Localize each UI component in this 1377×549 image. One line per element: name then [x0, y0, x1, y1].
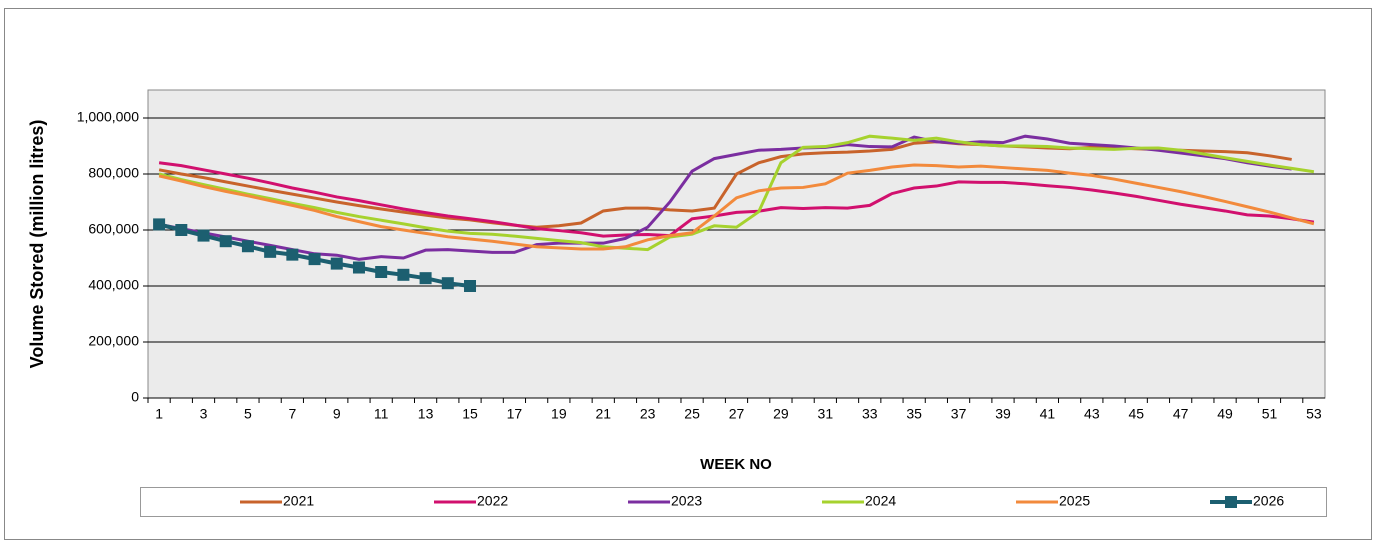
series-marker — [153, 218, 166, 231]
x-tick-label: 37 — [951, 406, 967, 422]
legend-label: 2024 — [865, 493, 896, 509]
x-tick-label: 45 — [1128, 406, 1144, 422]
x-tick-label: 15 — [462, 406, 478, 422]
x-tick-label: 23 — [640, 406, 656, 422]
series-marker — [419, 272, 432, 285]
series-marker — [197, 229, 210, 242]
y-axis-label: Volume Stored (million litres) — [27, 120, 47, 369]
x-tick-label: 27 — [729, 406, 745, 422]
x-tick-label: 47 — [1173, 406, 1189, 422]
series-marker — [441, 277, 454, 290]
series-marker — [352, 261, 365, 274]
series-line — [158, 134, 1292, 261]
y-tick-label: 400,000 — [88, 277, 139, 293]
legend-marker — [1225, 496, 1237, 508]
series-line — [158, 161, 1315, 238]
series-marker — [397, 268, 410, 281]
x-tick-label: 25 — [684, 406, 700, 422]
y-tick-label: 1,000,000 — [77, 109, 139, 125]
legend-label: 2021 — [283, 493, 314, 509]
x-tick-label: 51 — [1262, 406, 1278, 422]
series-marker — [308, 253, 321, 266]
x-tick-label: 39 — [995, 406, 1011, 422]
x-tick-label: 35 — [906, 406, 922, 422]
x-tick-label: 11 — [374, 406, 389, 422]
y-tick-label: 0 — [131, 389, 139, 405]
series-line — [158, 134, 1315, 252]
x-tick-label: 29 — [773, 406, 789, 422]
plot-area — [147, 89, 1326, 399]
x-tick-label: 9 — [333, 406, 341, 422]
legend-label: 2023 — [671, 493, 702, 509]
x-axis-label: WEEK NO — [700, 456, 772, 473]
x-tick-label: 13 — [418, 406, 434, 422]
x-tick-label: 5 — [244, 406, 252, 422]
series-line — [158, 163, 1315, 251]
x-tick-label: 43 — [1084, 406, 1100, 422]
x-tick-label: 1 — [155, 406, 163, 422]
x-tick-label: 17 — [507, 406, 523, 422]
series-marker — [286, 248, 299, 261]
x-tick-label: 33 — [862, 406, 878, 422]
x-tick-label: 21 — [595, 406, 611, 422]
x-tick-label: 49 — [1217, 406, 1233, 422]
legend-label: 2022 — [477, 493, 508, 509]
x-tick-label: 41 — [1040, 406, 1056, 422]
series-marker — [330, 257, 343, 270]
x-tick-label: 3 — [200, 406, 208, 422]
legend-label: 2026 — [1253, 493, 1284, 509]
series-marker — [241, 240, 254, 253]
series-marker — [264, 245, 277, 258]
y-tick-label: 600,000 — [88, 221, 139, 237]
legend-label: 2025 — [1059, 493, 1090, 509]
legend-box — [140, 487, 1327, 517]
x-tick-label: 31 — [818, 406, 834, 422]
x-tick-label: 53 — [1306, 406, 1322, 422]
x-tick-label: 19 — [551, 406, 567, 422]
x-tick-label: 7 — [288, 406, 296, 422]
y-tick-label: 800,000 — [88, 165, 139, 181]
series-marker — [464, 280, 477, 292]
series-marker — [219, 235, 232, 248]
series-marker — [375, 266, 388, 278]
y-tick-label: 200,000 — [88, 333, 139, 349]
series-marker — [175, 224, 188, 236]
